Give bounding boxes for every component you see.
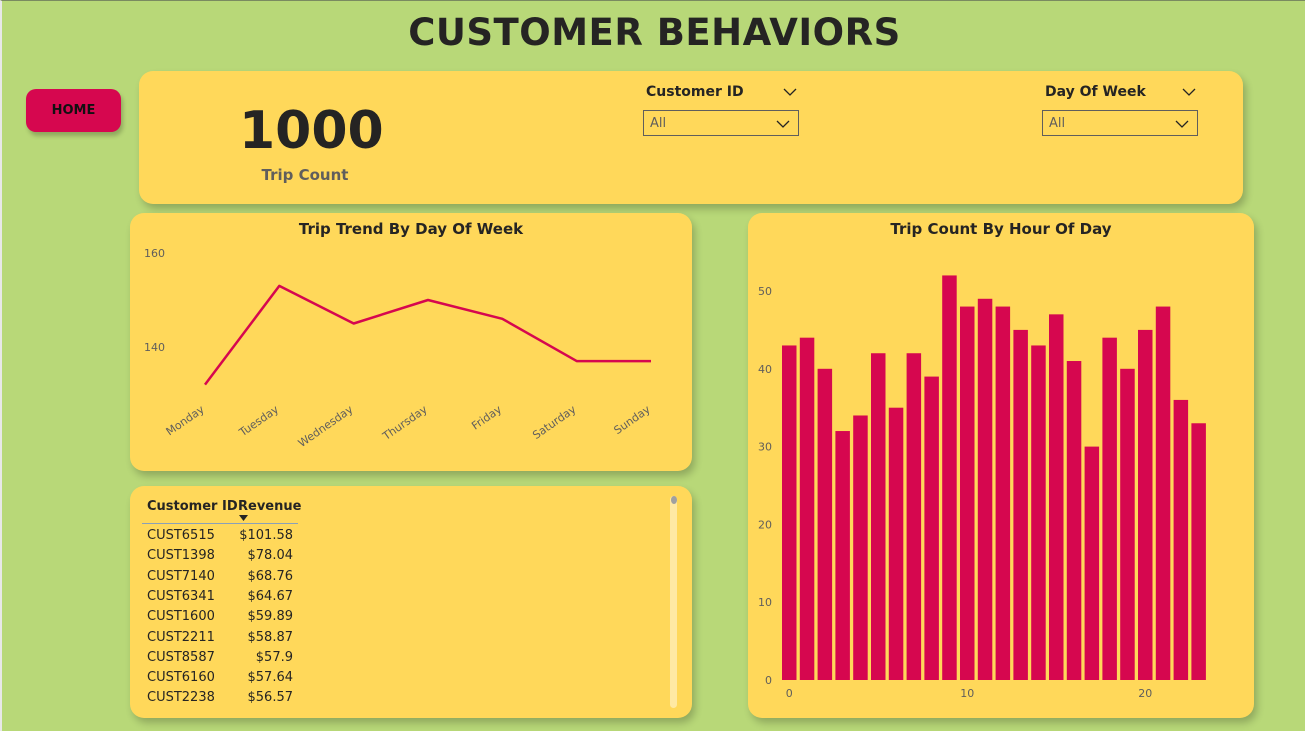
x-tick-label: 10 <box>960 687 974 700</box>
revenue-cell: $57.64 <box>247 670 294 686</box>
header-divider <box>142 523 298 524</box>
x-tick-label: Thursday <box>380 403 431 444</box>
bar-hour-12[interactable] <box>995 306 1011 680</box>
y-tick-label: 160 <box>144 247 165 260</box>
revenue-cell: $59.89 <box>247 609 294 625</box>
sort-descending-icon[interactable] <box>239 515 248 521</box>
table-row[interactable]: CUST6515 $101.58 <box>147 528 293 548</box>
trip-trend-chart-title: Trip Trend By Day Of Week <box>298 220 524 238</box>
table-scrollbar-thumb[interactable] <box>671 496 677 504</box>
customer-id-selected: All <box>650 115 667 131</box>
bar-hour-19[interactable] <box>1120 368 1135 680</box>
trip-count-hour-chart-card: Trip Count By Hour Of Day 50 40 30 20 10 0 0 1… <box>748 213 1254 718</box>
day-of-week-selected: All <box>1049 115 1066 131</box>
y-tick-label: 10 <box>758 596 772 609</box>
customer-id-cell: CUST2238 <box>147 690 215 706</box>
bar-hour-11[interactable] <box>977 298 993 680</box>
trip-count-hour-chart-title: Trip Count By Hour Of Day <box>890 220 1112 238</box>
bar-hour-9[interactable] <box>942 275 957 680</box>
bar-hour-14[interactable] <box>1031 345 1046 680</box>
bar-hour-22[interactable] <box>1173 399 1189 680</box>
y-tick-label: 30 <box>758 441 772 454</box>
customer-id-cell: CUST1600 <box>147 609 215 625</box>
home-button[interactable]: HOME <box>26 89 121 132</box>
customer-id-cell: CUST7140 <box>147 568 215 584</box>
revenue-cell: $78.04 <box>247 548 294 564</box>
trip-count-label: Trip Count <box>261 166 349 184</box>
day-of-week-dropdown[interactable]: All <box>1042 110 1198 136</box>
y-tick-label: 140 <box>144 341 165 354</box>
revenue-table-card: Customer ID Revenue CUST6515 $101.58 CUST1… <box>130 486 692 718</box>
bar-hour-20[interactable] <box>1138 329 1153 680</box>
bar-hour-18[interactable] <box>1102 337 1117 680</box>
bar-hour-10[interactable] <box>960 306 975 680</box>
bar-hour-7[interactable] <box>906 353 922 680</box>
x-tick-label: 20 <box>1138 687 1152 700</box>
table-row[interactable]: CUST8587 $57.9 <box>147 650 293 670</box>
revenue-cell: $56.57 <box>247 690 294 706</box>
bar-hour-6[interactable] <box>888 407 904 680</box>
bar-hour-13[interactable] <box>1013 329 1028 680</box>
x-tick-label: Wednesday <box>296 403 356 450</box>
customer-id-cell: CUST1398 <box>147 548 215 564</box>
bar-hour-5[interactable] <box>871 353 886 680</box>
customer-id-cell: CUST8587 <box>147 649 215 665</box>
page-title: CUSTOMER BEHAVIORS <box>408 11 901 54</box>
bar-hour-3[interactable] <box>835 431 850 680</box>
revenue-cell: $57.9 <box>255 649 293 665</box>
customer-id-slicer-title: Customer ID <box>646 84 744 100</box>
revenue-cell: $68.76 <box>247 568 294 584</box>
revenue-cell: $101.58 <box>239 528 293 543</box>
chevron-down-icon[interactable] <box>1182 87 1196 97</box>
bar-hour-2[interactable] <box>817 368 833 680</box>
trip-trend-chart-card: Trip Trend By Day Of Week 160 140 Monday… <box>130 213 692 471</box>
table-row[interactable]: CUST2238 $56.57 <box>147 690 293 710</box>
y-tick-label: 20 <box>758 518 772 531</box>
bar-hour-4[interactable] <box>853 415 868 680</box>
trip-count-value: 1000 <box>239 101 384 161</box>
trip-count-hour-bar-chart: 50 40 30 20 10 0 0 10 20 <box>758 275 1206 700</box>
bar-hour-21[interactable] <box>1155 306 1171 680</box>
customer-id-cell: CUST6515 <box>147 528 215 543</box>
customer-id-cell: CUST2211 <box>147 629 215 645</box>
x-tick-label: 0 <box>786 687 793 700</box>
y-tick-label: 50 <box>758 285 772 298</box>
x-tick-label: Tuesday <box>236 403 281 440</box>
kpi-card: 1000 Trip Count Customer ID All Day Of W… <box>139 71 1243 204</box>
bar-hour-23[interactable] <box>1191 423 1206 680</box>
bar-hour-0[interactable] <box>782 345 797 680</box>
table-row[interactable]: CUST6160 $57.64 <box>147 670 293 690</box>
bar-hour-16[interactable] <box>1066 361 1082 680</box>
day-of-week-slicer-title: Day Of Week <box>1045 84 1146 100</box>
x-tick-label: Monday <box>164 403 207 439</box>
bar-hour-8[interactable] <box>924 376 939 680</box>
chevron-down-icon <box>1175 120 1189 128</box>
x-tick-label: Friday <box>469 403 504 433</box>
customer-id-cell: CUST6341 <box>147 588 215 604</box>
x-tick-label: Sunday <box>612 403 654 438</box>
trip-trend-line-chart: 160 140 Monday Tuesday Wednesday Thursday Fr… <box>144 247 654 450</box>
y-tick-label: 0 <box>765 674 772 687</box>
y-tick-label: 40 <box>758 363 772 376</box>
bar-hour-17[interactable] <box>1084 446 1100 680</box>
column-header-customer-id[interactable]: Customer ID <box>147 499 238 514</box>
table-row[interactable]: CUST1398 $78.04 <box>147 548 293 568</box>
revenue-cell: $64.67 <box>247 588 294 604</box>
bar-hour-15[interactable] <box>1049 314 1064 680</box>
revenue-cell: $58.87 <box>247 629 294 645</box>
table-row[interactable]: CUST2211 $58.87 <box>147 630 293 650</box>
x-tick-label: Saturday <box>530 403 578 442</box>
trip-trend-series-line <box>204 284 651 386</box>
customer-id-cell: CUST6160 <box>147 670 215 686</box>
table-scrollbar[interactable] <box>670 496 677 708</box>
chevron-down-icon <box>776 120 790 128</box>
chevron-down-icon[interactable] <box>783 87 797 97</box>
table-row[interactable]: CUST6341 $64.67 <box>147 589 293 609</box>
customer-id-dropdown[interactable]: All <box>643 110 799 136</box>
table-row[interactable]: CUST7140 $68.76 <box>147 569 293 589</box>
column-header-revenue[interactable]: Revenue <box>238 499 302 514</box>
bar-hour-1[interactable] <box>799 337 815 680</box>
table-row[interactable]: CUST1600 $59.89 <box>147 609 293 629</box>
